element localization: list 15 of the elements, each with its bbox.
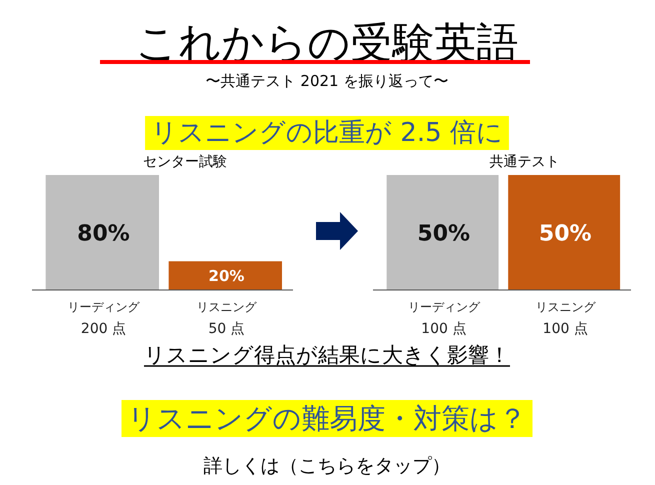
text: 詳しくは（こちらをタップ） (204, 455, 450, 477)
text: リスニングの難易度・対策は？ (128, 402, 526, 435)
data-label: 80% (77, 222, 130, 247)
text: リスニング得点が結果に大きく影響！ (144, 343, 510, 367)
x-tick-label: リーディング 200 点 (68, 300, 140, 337)
x-tick-label: リスニング 100 点 (535, 300, 596, 337)
data-label: 50% (417, 222, 470, 247)
x-tick-label: リーディング 100 点 (408, 300, 481, 337)
chart-title: 共通テスト (490, 154, 560, 170)
text: 〜共通テスト 2021 を振り返って〜 (206, 72, 448, 90)
x-tick-label: リスニング 50 点 (196, 300, 258, 337)
chart-title: センター試験 (143, 154, 227, 170)
data-label: 20% (208, 267, 244, 286)
data-label: 50% (538, 222, 592, 247)
text: リスニングの比重が 2.5 倍に (151, 118, 503, 148)
